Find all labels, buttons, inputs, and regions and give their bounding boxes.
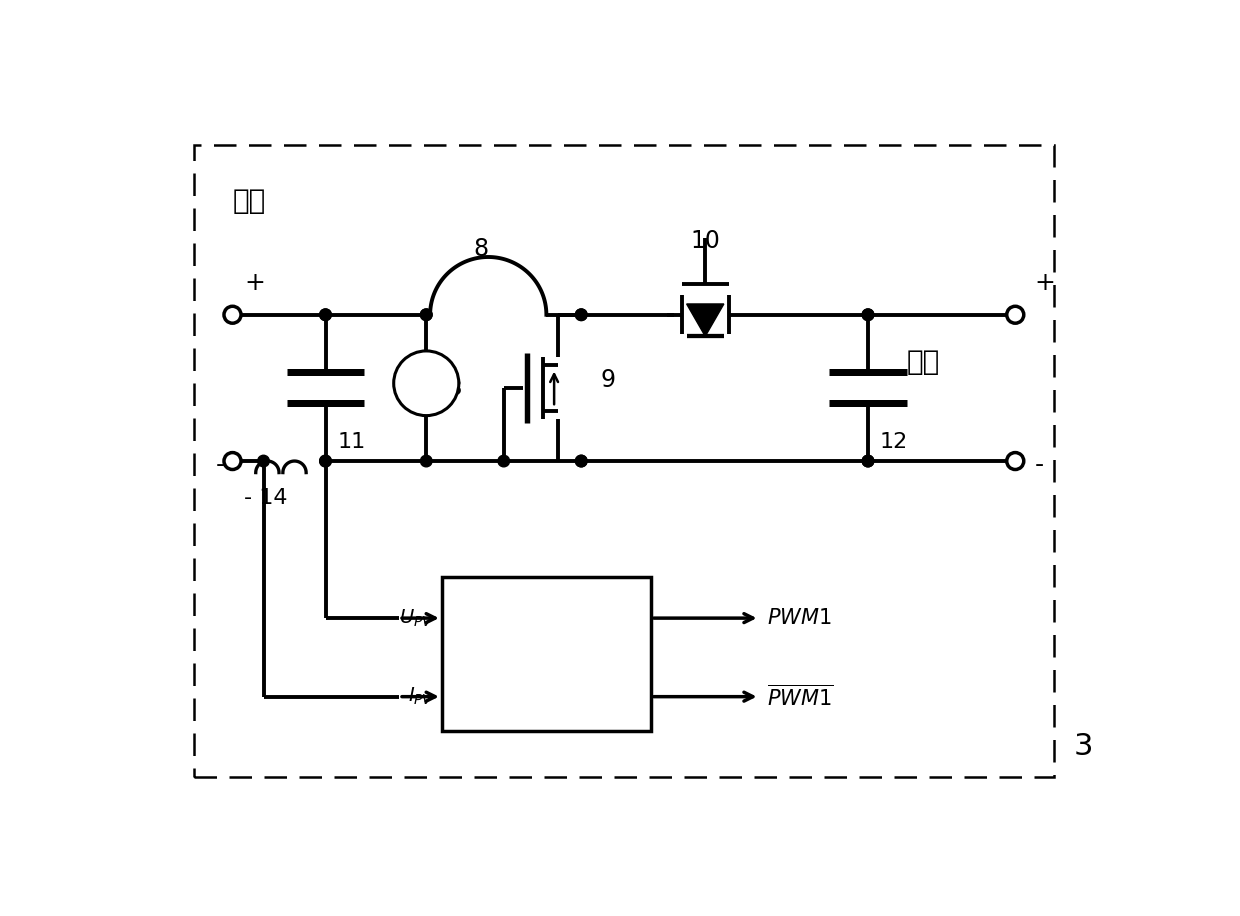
Text: 12: 12 — [879, 431, 908, 452]
Circle shape — [862, 309, 874, 321]
Text: 13: 13 — [436, 379, 463, 399]
Circle shape — [575, 309, 587, 321]
Circle shape — [420, 455, 432, 467]
Text: 3: 3 — [1074, 732, 1092, 761]
Text: 15: 15 — [622, 708, 647, 726]
Text: 8: 8 — [472, 237, 489, 261]
Text: $U_{PV}$: $U_{PV}$ — [399, 607, 434, 628]
Circle shape — [320, 309, 331, 321]
Text: -: - — [216, 453, 224, 477]
Circle shape — [258, 455, 269, 467]
Text: MPPT: MPPT — [513, 616, 580, 639]
Circle shape — [394, 351, 459, 416]
Circle shape — [862, 309, 874, 321]
Circle shape — [575, 455, 587, 467]
Text: 输入: 输入 — [233, 187, 265, 214]
Text: -: - — [1034, 453, 1044, 477]
Circle shape — [498, 455, 510, 467]
Text: $\overline{PWM1}$: $\overline{PWM1}$ — [768, 684, 833, 709]
Text: 11: 11 — [337, 431, 366, 452]
Circle shape — [320, 309, 331, 321]
Circle shape — [575, 455, 587, 467]
Bar — [441, 576, 651, 731]
Bar — [193, 146, 1054, 777]
Polygon shape — [687, 304, 724, 336]
Text: $I_{PV}$: $I_{PV}$ — [408, 686, 434, 707]
Text: - 14: - 14 — [244, 488, 288, 508]
Text: $PWM1$: $PWM1$ — [768, 608, 832, 628]
Circle shape — [575, 309, 587, 321]
Circle shape — [862, 455, 874, 467]
Text: 9: 9 — [600, 368, 615, 392]
Circle shape — [420, 309, 432, 321]
Text: 10: 10 — [691, 229, 720, 253]
Text: 控制器: 控制器 — [523, 672, 569, 696]
Circle shape — [420, 309, 432, 321]
Circle shape — [320, 455, 331, 467]
Text: +: + — [244, 271, 265, 296]
Circle shape — [320, 455, 331, 467]
Text: 输出: 输出 — [906, 348, 940, 376]
Text: +: + — [1034, 271, 1055, 296]
Circle shape — [862, 455, 874, 467]
